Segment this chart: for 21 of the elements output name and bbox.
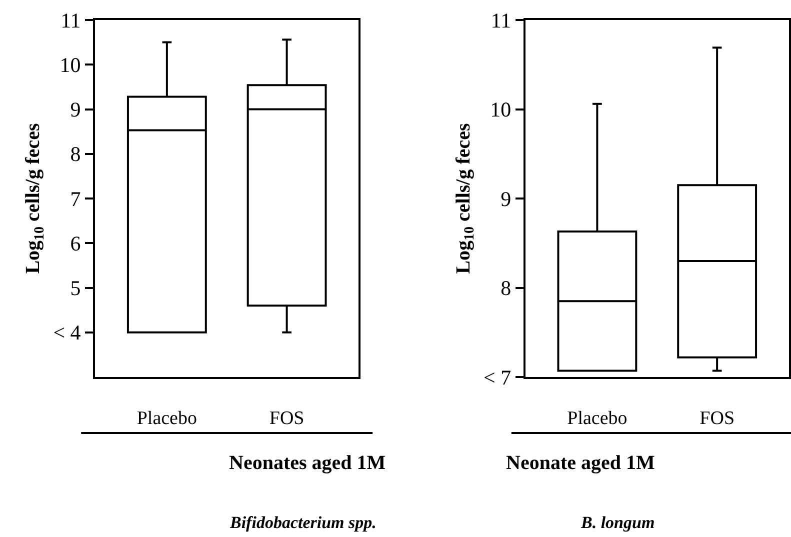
y-tick-label: 7	[70, 186, 81, 211]
x-tick-label: FOS	[269, 408, 304, 429]
y-tick-label: 8	[70, 142, 81, 166]
x-tick-label: Placebo	[567, 408, 628, 429]
x-tick-label: Placebo	[136, 408, 197, 429]
y-tick-label: < 7	[483, 365, 512, 390]
y-tick-label: 6	[70, 231, 81, 256]
y-tick-label: < 4	[53, 320, 82, 345]
x-tick-label: FOS	[700, 408, 735, 429]
y-tick-label: 11	[490, 8, 512, 32]
y-tick-label: 8	[500, 276, 512, 300]
y-tick-label: 10	[60, 52, 81, 77]
y-tick-label: 10	[490, 98, 512, 122]
x-axis-title: Neonates aged 1M	[229, 452, 386, 474]
y-tick-label: 11	[60, 8, 81, 32]
text: B. longum	[580, 513, 655, 532]
text: Bifidobacterium spp.	[229, 513, 376, 532]
y-tick-label: 9	[70, 98, 81, 122]
y-tick-label: 5	[70, 276, 81, 300]
x-axis-title: Neonate aged 1M	[506, 452, 655, 474]
y-tick-label: 9	[500, 186, 512, 211]
